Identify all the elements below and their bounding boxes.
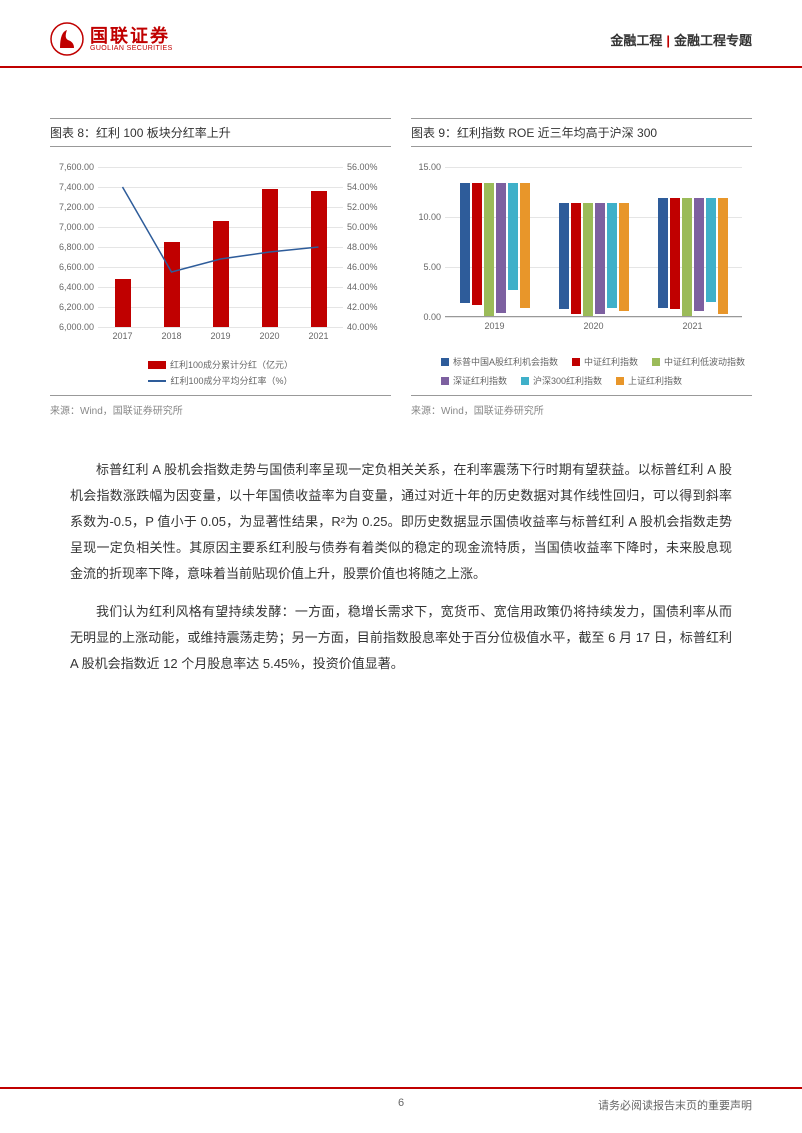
x-label: 2018 [161, 331, 181, 341]
chart-9-bar [508, 183, 518, 290]
chart-9-group [460, 183, 530, 316]
chart-9-bar [658, 198, 668, 308]
header-category: 金融工程|金融工程专题 [610, 30, 752, 49]
brand-name-en: GUOLIAN SECURITIES [90, 45, 173, 52]
category-main: 金融工程 [610, 33, 662, 48]
y-left-label: 7,000.00 [59, 222, 94, 232]
chart-9-bar [484, 183, 494, 316]
chart-9-bar [694, 198, 704, 311]
body-paragraph: 我们认为红利风格有望持续发酵：一方面，稳增长需求下，宽货币、宽信用政策仍将持续发… [70, 599, 732, 677]
y-left-label: 6,200.00 [59, 302, 94, 312]
chart-9-bar [472, 183, 482, 305]
gridline [98, 327, 343, 328]
chart-9-bar [496, 183, 506, 313]
y-label: 0.00 [423, 312, 441, 322]
x-label: 2021 [682, 321, 702, 331]
body-text: 标普红利 A 股机会指数走势与国债利率呈现一定负相关关系，在利率震荡下行时期有望… [0, 417, 802, 677]
legend-item: 中证红利指数 [572, 355, 638, 368]
charts-row: 图表 8：红利 100 板块分红率上升 红利100成分累计分红（亿元）红利100… [0, 68, 802, 417]
chart-8-source: 来源：Wind，国联证券研究所 [50, 395, 391, 417]
y-left-label: 6,400.00 [59, 282, 94, 292]
y-right-label: 54.00% [347, 182, 378, 192]
x-label: 2021 [308, 331, 328, 341]
chart-8-line [98, 167, 343, 327]
logo-mark-icon [50, 22, 84, 56]
category-sub: 金融工程专题 [674, 33, 752, 48]
y-left-label: 6,000.00 [59, 322, 94, 332]
x-label: 2019 [210, 331, 230, 341]
y-left-label: 6,600.00 [59, 262, 94, 272]
chart-9-bar [670, 198, 680, 309]
chart-9-bar [583, 203, 593, 316]
chart-9-bar [682, 198, 692, 316]
chart-9-bar [619, 203, 629, 311]
chart-9-bar [718, 198, 728, 314]
brand-name-cn: 国联证券 [90, 27, 173, 45]
page-header: 国联证券 GUOLIAN SECURITIES 金融工程|金融工程专题 [0, 0, 802, 68]
brand-logo: 国联证券 GUOLIAN SECURITIES [50, 22, 173, 56]
legend-item: 中证红利低波动指数 [652, 355, 745, 368]
legend-item: 红利100成分平均分红率（%） [148, 374, 292, 387]
page-number: 6 [398, 1097, 404, 1109]
chart-8-title: 图表 8：红利 100 板块分红率上升 [50, 124, 391, 141]
y-label: 15.00 [418, 162, 441, 172]
x-label: 2020 [583, 321, 603, 331]
chart-9-bar [607, 203, 617, 308]
chart-9-source: 来源：Wind，国联证券研究所 [411, 395, 752, 417]
y-right-label: 56.00% [347, 162, 378, 172]
chart-9-group [559, 203, 629, 316]
gridline [445, 167, 742, 168]
legend-item: 沪深300红利指数 [521, 374, 602, 387]
chart-9-bar [520, 183, 530, 308]
y-right-label: 44.00% [347, 282, 378, 292]
y-label: 5.00 [423, 262, 441, 272]
x-label: 2020 [259, 331, 279, 341]
chart-9-body: 标普中国A股红利机会指数 中证红利指数 中证红利低波动指数深证红利指数 沪深300红利… [411, 157, 752, 387]
page-footer: 6 请务必阅读报告末页的重要声明 [0, 1087, 802, 1113]
chart-9-bar [595, 203, 605, 314]
legend-item: 红利100成分累计分红（亿元） [148, 358, 293, 371]
y-right-label: 50.00% [347, 222, 378, 232]
y-right-label: 52.00% [347, 202, 378, 212]
y-left-label: 7,200.00 [59, 202, 94, 212]
chart-9-bar [706, 198, 716, 302]
x-label: 2019 [484, 321, 504, 331]
chart-9-bar [460, 183, 470, 303]
legend-item: 深证红利指数 [441, 374, 507, 387]
body-paragraph: 标普红利 A 股机会指数走势与国债利率呈现一定负相关关系，在利率震荡下行时期有望… [70, 457, 732, 587]
y-left-label: 7,600.00 [59, 162, 94, 172]
chart-9-bar [559, 203, 569, 309]
gridline [445, 317, 742, 318]
x-label: 2017 [112, 331, 132, 341]
chart-8-panel: 图表 8：红利 100 板块分红率上升 红利100成分累计分红（亿元）红利100… [50, 118, 391, 417]
chart-9-group [658, 198, 728, 316]
y-right-label: 46.00% [347, 262, 378, 272]
chart-8-body: 红利100成分累计分红（亿元） 红利100成分平均分红率（%） 6,000.00 4… [50, 157, 391, 387]
footer-disclaimer: 请务必阅读报告末页的重要声明 [598, 1097, 752, 1113]
y-left-label: 6,800.00 [59, 242, 94, 252]
y-right-label: 40.00% [347, 322, 378, 332]
legend-item: 上证红利指数 [616, 374, 682, 387]
y-left-label: 7,400.00 [59, 182, 94, 192]
chart-9-bar [571, 203, 581, 314]
y-label: 10.00 [418, 212, 441, 222]
chart-9-panel: 图表 9：红利指数 ROE 近三年均高于沪深 300 标普中国A股红利机会指数 中… [411, 118, 752, 417]
legend-item: 标普中国A股红利机会指数 [441, 355, 558, 368]
y-right-label: 42.00% [347, 302, 378, 312]
y-right-label: 48.00% [347, 242, 378, 252]
chart-9-title: 图表 9：红利指数 ROE 近三年均高于沪深 300 [411, 124, 752, 141]
